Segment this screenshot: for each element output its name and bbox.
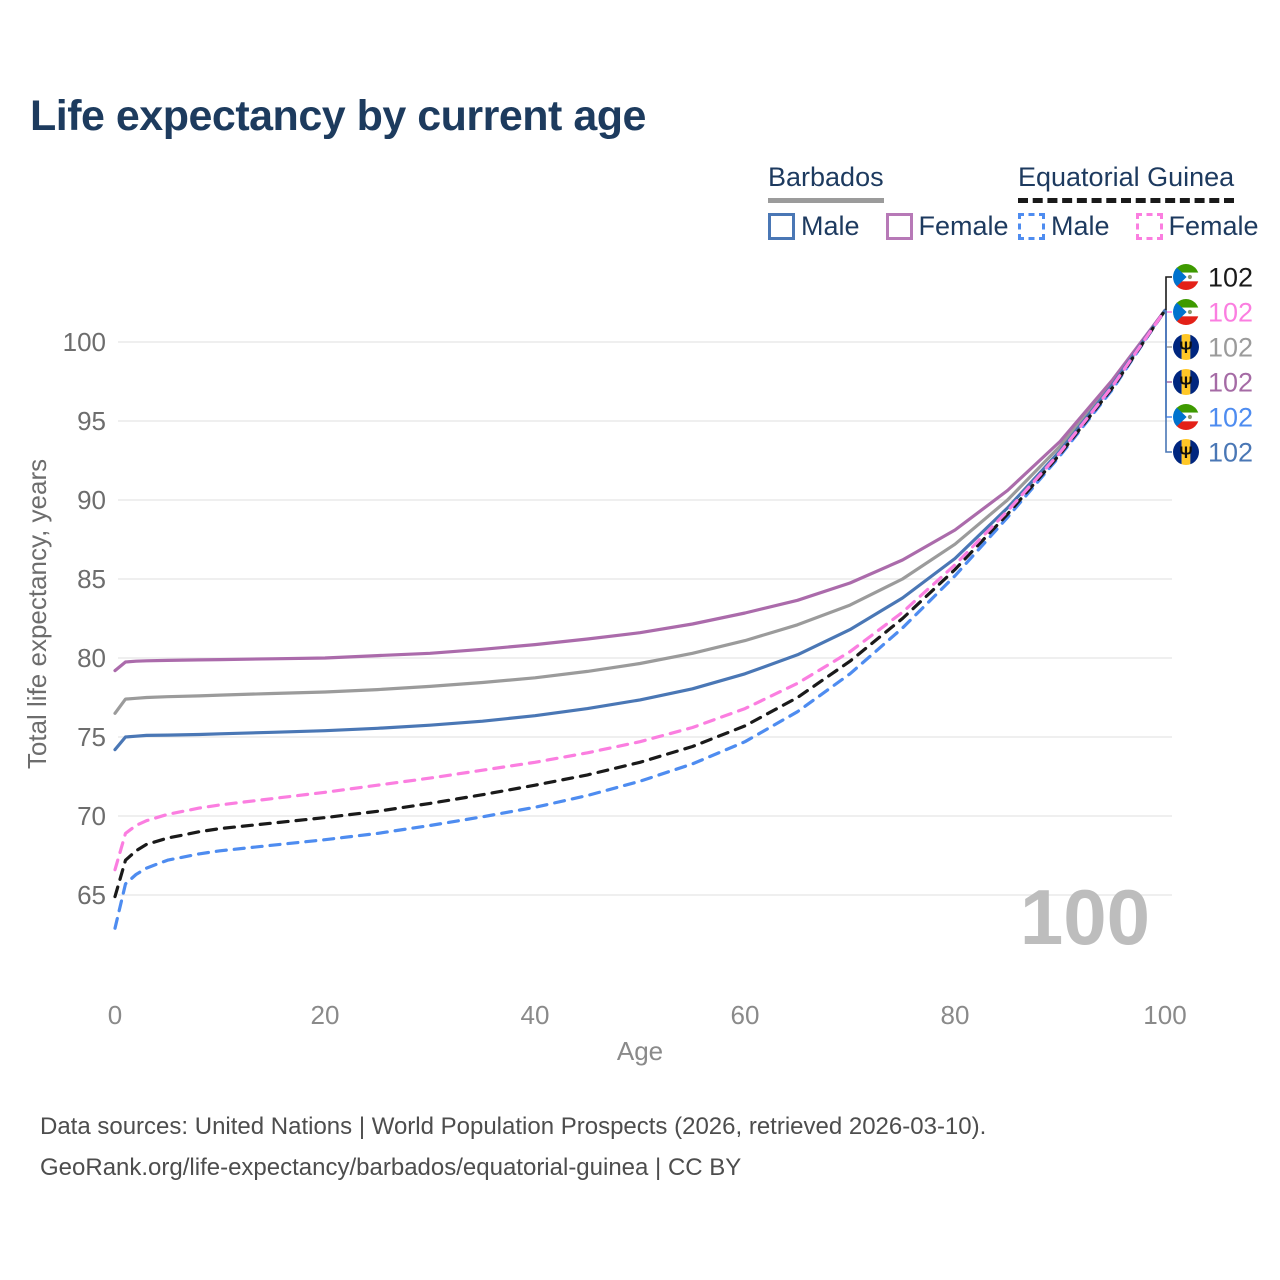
y-tick-label-95: 95 (77, 406, 106, 436)
legend-label-eq-guinea-male: Male (1051, 210, 1110, 241)
end-label-connector-eg_female (1165, 310, 1172, 313)
legend-country-barbados[interactable]: Barbados (768, 162, 884, 203)
legend-label-barbados-male: Male (801, 210, 860, 241)
y-tick-label-90: 90 (77, 485, 106, 515)
flag-icon-barbados: Ψ (1173, 369, 1199, 395)
svg-text:Ψ: Ψ (1179, 444, 1192, 462)
end-label-bb_female: Ψ 102 (1173, 368, 1253, 398)
eq-guinea-female-swatch-icon (1135, 212, 1163, 240)
legend-country-equatorial-guinea[interactable]: Equatorial Guinea (1018, 162, 1235, 203)
series-line-eg_all[interactable] (113, 308, 1167, 899)
end-label-value-bb_all: 102 (1208, 333, 1253, 363)
end-label-value-eg_female: 102 (1208, 298, 1253, 328)
footer-attribution: Data sources: United Nations | World Pop… (40, 1106, 986, 1188)
y-tick-label-100: 100 (63, 327, 106, 357)
x-tick-label-20: 20 (311, 1000, 340, 1030)
x-tick-label-0: 0 (108, 1000, 122, 1030)
page-title: Life expectancy by current age (30, 92, 646, 140)
end-label-value-eg_all: 102 (1208, 263, 1253, 293)
legend-label-eq-guinea-female: Female (1168, 210, 1259, 241)
end-label-connector-eg_male (1165, 310, 1172, 418)
x-tick-label-60: 60 (731, 1000, 760, 1030)
x-tick-label-80: 80 (941, 1000, 970, 1030)
flag-icon-equatorial-guinea (1173, 404, 1199, 430)
series-line-eg_female[interactable] (113, 308, 1167, 872)
legend-toggle-eq-guinea-female[interactable]: Female (1135, 210, 1259, 241)
age-watermark: 100 (1020, 873, 1150, 961)
end-label-bb_all: Ψ 102 (1173, 333, 1253, 363)
end-label-value-bb_female: 102 (1208, 368, 1253, 398)
series-line-bb_all[interactable] (113, 308, 1167, 715)
barbados-female-swatch-icon (885, 212, 913, 240)
footer-url: GeoRank.org/life-expectancy/barbados/equ… (40, 1154, 742, 1181)
end-label-eg_male: 102 (1173, 403, 1253, 433)
footer-data-sources: Data sources: United Nations | World Pop… (40, 1113, 987, 1140)
series-line-eg_male[interactable] (113, 308, 1167, 930)
barbados-male-swatch-icon (768, 212, 795, 240)
svg-text:Ψ: Ψ (1179, 374, 1192, 392)
flag-icon-equatorial-guinea (1173, 264, 1199, 290)
legend-group-barbados: Barbados Male Female (768, 162, 1009, 241)
x-tick-label-100: 100 (1143, 1000, 1186, 1030)
legend-toggle-barbados-female[interactable]: Female (885, 210, 1009, 241)
svg-text:Ψ: Ψ (1179, 339, 1192, 357)
end-label-bb_male: Ψ 102 (1173, 438, 1253, 468)
y-tick-label-70: 70 (77, 801, 106, 831)
flag-icon-equatorial-guinea (1173, 299, 1199, 325)
series-line-bb_male[interactable] (113, 308, 1167, 752)
y-tick-label-85: 85 (77, 564, 106, 594)
legend-label-barbados-female: Female (918, 210, 1009, 241)
end-label-connector-eg_all (1165, 276, 1172, 311)
series-line-bb_female[interactable] (113, 308, 1167, 673)
flag-icon-barbados: Ψ (1173, 334, 1199, 360)
legend-group-equatorial-guinea: Equatorial Guinea Male Female (1018, 162, 1259, 241)
y-tick-label-80: 80 (77, 643, 106, 673)
end-label-eg_all: 102 (1173, 263, 1253, 293)
y-axis-title: Total life expectancy, years (22, 459, 52, 769)
legend-toggle-eq-guinea-male[interactable]: Male (1018, 210, 1110, 241)
legend-toggle-barbados-male[interactable]: Male (768, 210, 860, 241)
end-label-connector-bb_male (1165, 310, 1172, 453)
eq-guinea-male-swatch-icon (1018, 212, 1045, 240)
end-label-value-bb_male: 102 (1208, 438, 1253, 468)
end-label-eg_female: 102 (1173, 298, 1253, 328)
y-tick-label-65: 65 (77, 880, 106, 910)
flag-icon-barbados: Ψ (1173, 439, 1199, 465)
x-tick-label-40: 40 (521, 1000, 550, 1030)
x-axis-title: Age (617, 1036, 663, 1066)
end-label-value-eg_male: 102 (1208, 403, 1253, 433)
y-tick-label-75: 75 (77, 722, 106, 752)
